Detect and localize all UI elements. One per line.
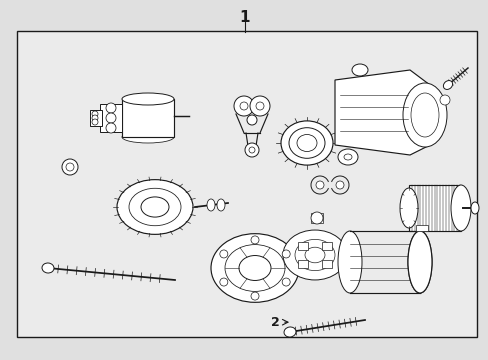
Ellipse shape xyxy=(122,93,174,105)
Bar xyxy=(415,225,427,231)
Circle shape xyxy=(240,102,247,110)
Ellipse shape xyxy=(443,81,452,89)
Ellipse shape xyxy=(470,202,478,214)
Circle shape xyxy=(335,181,343,189)
Ellipse shape xyxy=(296,135,316,152)
Ellipse shape xyxy=(399,188,417,228)
Ellipse shape xyxy=(210,234,298,302)
Ellipse shape xyxy=(337,149,357,165)
Circle shape xyxy=(66,163,74,171)
Ellipse shape xyxy=(407,231,431,293)
Bar xyxy=(408,185,460,231)
Ellipse shape xyxy=(343,154,351,160)
Circle shape xyxy=(220,278,227,286)
Circle shape xyxy=(249,96,269,116)
Bar xyxy=(17,31,476,337)
Bar xyxy=(90,110,102,126)
Circle shape xyxy=(220,250,227,258)
Ellipse shape xyxy=(92,119,98,125)
Ellipse shape xyxy=(450,185,470,231)
Ellipse shape xyxy=(217,199,224,211)
Ellipse shape xyxy=(92,111,98,117)
Polygon shape xyxy=(334,70,429,155)
Circle shape xyxy=(250,236,259,244)
Bar xyxy=(100,104,122,132)
Ellipse shape xyxy=(206,199,215,211)
Ellipse shape xyxy=(92,115,98,121)
Ellipse shape xyxy=(281,121,332,165)
Circle shape xyxy=(439,95,449,105)
Ellipse shape xyxy=(402,83,446,147)
Circle shape xyxy=(256,102,264,110)
Bar xyxy=(297,260,307,268)
Circle shape xyxy=(244,143,259,157)
Ellipse shape xyxy=(305,247,325,263)
Ellipse shape xyxy=(224,244,285,291)
Ellipse shape xyxy=(410,93,438,137)
Ellipse shape xyxy=(310,212,323,224)
Ellipse shape xyxy=(42,263,54,273)
Circle shape xyxy=(250,292,259,300)
Ellipse shape xyxy=(351,64,367,76)
Bar xyxy=(297,242,307,249)
Circle shape xyxy=(315,181,324,189)
Bar xyxy=(322,260,331,268)
Text: 1: 1 xyxy=(239,10,249,25)
Circle shape xyxy=(282,250,289,258)
Ellipse shape xyxy=(284,327,295,337)
Ellipse shape xyxy=(294,239,334,271)
Bar xyxy=(322,242,331,249)
Circle shape xyxy=(246,115,257,125)
Ellipse shape xyxy=(122,131,174,143)
Circle shape xyxy=(248,147,254,153)
Ellipse shape xyxy=(407,231,431,293)
Ellipse shape xyxy=(337,231,361,293)
Ellipse shape xyxy=(141,197,169,217)
Ellipse shape xyxy=(288,128,325,158)
Ellipse shape xyxy=(106,103,116,113)
Ellipse shape xyxy=(239,256,270,280)
Ellipse shape xyxy=(283,230,346,280)
Circle shape xyxy=(62,159,78,175)
Ellipse shape xyxy=(106,113,116,123)
Ellipse shape xyxy=(117,180,193,234)
Ellipse shape xyxy=(106,123,116,133)
Bar xyxy=(310,213,323,223)
Circle shape xyxy=(234,96,253,116)
Bar xyxy=(122,99,174,137)
Text: 2: 2 xyxy=(271,316,280,329)
Circle shape xyxy=(282,278,289,286)
Ellipse shape xyxy=(129,188,181,226)
